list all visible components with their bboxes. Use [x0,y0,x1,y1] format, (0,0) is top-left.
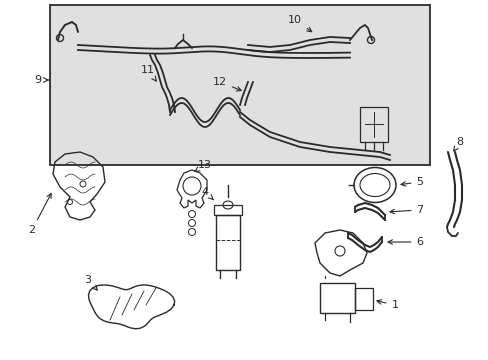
Bar [359,107,387,142]
Bar [50,5,429,165]
Bar [216,215,240,270]
Text: 10: 10 [287,15,311,32]
Text: 5: 5 [400,177,423,187]
Text: 1: 1 [376,300,398,310]
Text: 11: 11 [141,65,156,81]
Bar [319,283,354,313]
Text: 8: 8 [453,137,463,151]
Text: 7: 7 [389,205,423,215]
Text: 2: 2 [28,194,51,235]
Text: 9: 9 [34,75,48,85]
Text: 3: 3 [84,275,97,290]
Text: 6: 6 [387,237,423,247]
Bar [354,288,372,310]
Text: 4: 4 [201,187,213,200]
Text: 12: 12 [212,77,241,91]
Text: 13: 13 [194,160,212,171]
Bar [214,205,242,215]
